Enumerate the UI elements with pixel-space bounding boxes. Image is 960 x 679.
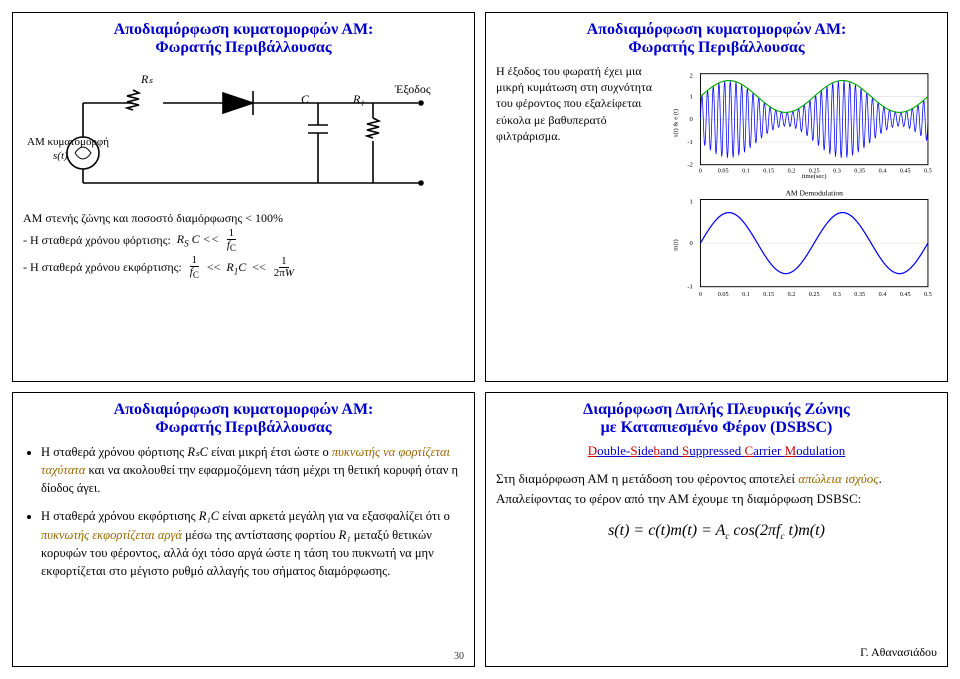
title-line2: Φωρατής Περιβάλλουσας [23,39,464,57]
svg-text:0.3: 0.3 [833,168,841,174]
panel1-title: Αποδιαμόρφωση κυματομορφών ΑΜ: Φωρατής Π… [23,21,464,57]
panel-dsbsc: Διαμόρφωση Διπλής Πλευρικής Ζώνης με Κατ… [485,392,948,667]
svg-text:Rₛ: Rₛ [140,72,153,86]
plot-am-envelope: 2 1 0 -1 -2 00.050.10.150.20.250.30.350.… [672,63,937,183]
panel-time-constants: Αποδιαμόρφωση κυματομορφών ΑΜ: Φωρατής Π… [12,392,475,667]
bullet-list: Η σταθερά χρόνου φόρτισης RₛC είναι μικρ… [23,443,464,580]
svg-text:s(t) & e (t): s(t) & e (t) [672,109,679,137]
bullet-charge: Η σταθερά χρόνου φόρτισης RₛC είναι μικρ… [41,443,464,497]
svg-text:C: C [301,92,310,106]
cond-bandwidth: ΑΜ στενής ζώνης και ποσοστό διαμόρφωσης … [23,211,464,226]
svg-text:0.05: 0.05 [717,168,728,174]
author: Γ. Αθανασιάδου [860,645,937,660]
panel2-title: Αποδιαμόρφωση κυματομορφών ΑΜ: Φωρατής Π… [496,21,937,57]
svg-text:0.45: 0.45 [899,168,910,174]
svg-text:0.4: 0.4 [878,168,886,174]
svg-text:m(t): m(t) [672,239,679,250]
dsbsc-subtitle: Double-Sideband Suppressed Carrier Modul… [496,443,937,459]
circuit-diagram: Rₛ C R₁ Έξοδος [23,63,463,203]
cond-charge: - Η σταθερά χρόνου φόρτισης: RS C << 1 f… [23,228,464,253]
plot2-title: AM Demodulation [785,189,843,198]
svg-text:0: 0 [698,168,701,174]
svg-text:0.5: 0.5 [924,292,932,298]
plot-am-demod: AM Demodulation 1 0 -1 0 0.05 0.1 0.15 0.2 0.… [672,185,937,305]
svg-text:time(sec): time(sec) [801,173,826,180]
svg-text:0.2: 0.2 [787,168,795,174]
cond-discharge: - Η σταθερά χρόνου εκφόρτισης: 1 fC << R… [23,255,464,280]
svg-text:0.15: 0.15 [763,168,774,174]
panel-envelope-detector-plots: Αποδιαμόρφωση κυματομορφών ΑΜ: Φωρατής Π… [485,12,948,382]
svg-text:0.15: 0.15 [763,292,774,298]
svg-text:0.35: 0.35 [854,168,865,174]
conditions: ΑΜ στενής ζώνης και ποσοστό διαμόρφωσης … [23,211,464,280]
svg-text:0.45: 0.45 [899,292,910,298]
svg-text:0.35: 0.35 [854,292,865,298]
svg-text:1: 1 [689,198,692,205]
page-number: 30 [454,651,464,662]
svg-text:0.5: 0.5 [924,168,932,174]
svg-text:-2: -2 [687,162,693,169]
svg-text:R₁: R₁ [352,92,365,106]
svg-text:1: 1 [689,93,692,100]
svg-text:0.25: 0.25 [808,292,819,298]
panel2-description: Η έξοδος του φωρατή έχει μια μικρή κυμάτ… [496,63,664,305]
svg-text:2: 2 [689,72,692,79]
svg-text:0.4: 0.4 [878,292,886,298]
svg-text:-1: -1 [687,284,693,291]
svg-text:Έξοδος: Έξοδος [394,82,431,96]
svg-text:0: 0 [689,116,693,123]
panel3-title: Αποδιαμόρφωση κυματομορφών ΑΜ: Φωρατής Π… [23,401,464,437]
panel-envelope-detector-circuit: Αποδιαμόρφωση κυματομορφών ΑΜ: Φωρατής Π… [12,12,475,382]
svg-text:0.2: 0.2 [787,292,795,298]
bullet-discharge: Η σταθερά χρόνου εκφόρτισης R₁C είναι αρ… [41,507,464,580]
dsbsc-equation: s(t) = c(t)m(t) = Ac cos(2πfc t)m(t) [496,522,937,541]
svg-text:0.05: 0.05 [717,292,728,298]
svg-text:AM κυματομορφή: AM κυματομορφή [27,136,109,148]
svg-text:0.1: 0.1 [742,168,750,174]
svg-text:s(t): s(t) [53,150,68,162]
svg-text:0.1: 0.1 [742,292,750,298]
svg-text:-1: -1 [687,139,693,146]
title-line1: Αποδιαμόρφωση κυματομορφών ΑΜ: [114,21,374,38]
panel4-title: Διαμόρφωση Διπλής Πλευρικής Ζώνης με Κατ… [496,401,937,437]
svg-text:0: 0 [689,240,693,247]
svg-text:0.3: 0.3 [833,292,841,298]
dsbsc-body: Στη διαμόρφωση ΑΜ η μετάδοση του φέροντο… [496,469,937,508]
svg-text:0: 0 [698,292,701,298]
